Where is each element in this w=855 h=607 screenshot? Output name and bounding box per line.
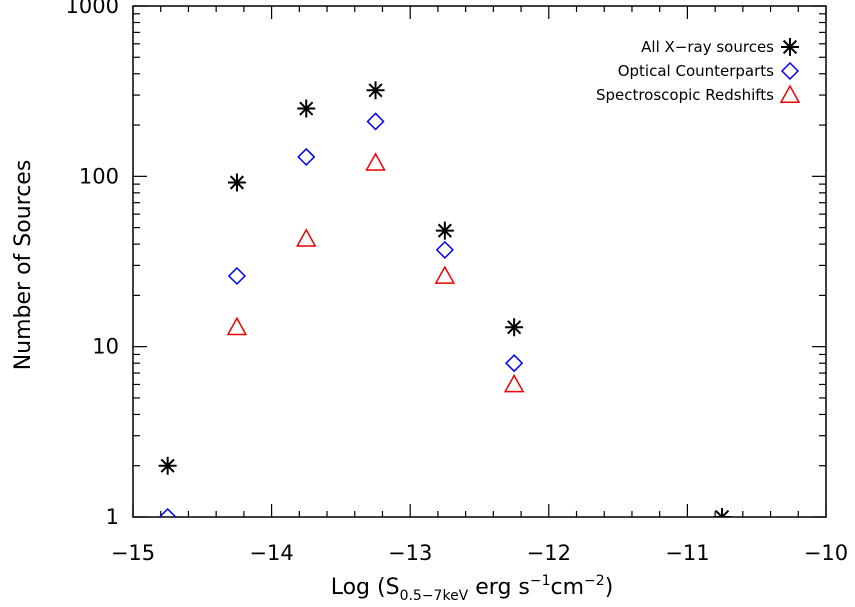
legend: All X−ray sources Optical Counterparts Spe… bbox=[596, 38, 801, 104]
diamond-shape bbox=[297, 147, 316, 166]
asterisk-stroke bbox=[714, 509, 724, 517]
spectroscopic-redshift-point bbox=[365, 152, 386, 171]
x-tick-label: −12 bbox=[527, 541, 571, 565]
diamond-shape bbox=[366, 112, 385, 131]
triangle-shape bbox=[503, 373, 525, 393]
optical-counterpart-point bbox=[505, 354, 524, 373]
optical-counterpart-point bbox=[297, 147, 316, 166]
asterisk-stroke bbox=[437, 223, 452, 238]
diamond-shape bbox=[435, 240, 454, 259]
y-tick-label: 100 bbox=[79, 164, 119, 188]
asterisk-stroke bbox=[160, 458, 175, 473]
legend-marker-asterisk bbox=[781, 38, 799, 56]
spectroscopic-redshift-point bbox=[295, 228, 317, 247]
x-tick-label: −10 bbox=[804, 541, 848, 565]
legend-marker-triangle bbox=[779, 84, 801, 103]
asterisk-stroke bbox=[368, 83, 383, 98]
diamond-shape bbox=[505, 354, 524, 373]
spectroscopic-redshift-point bbox=[226, 316, 248, 336]
all-xray-point bbox=[713, 508, 732, 517]
triangle-shape bbox=[365, 152, 386, 171]
spectroscopic-redshift-point bbox=[503, 373, 525, 393]
asterisk-stroke bbox=[507, 320, 522, 335]
x-tick-label: −13 bbox=[388, 541, 432, 565]
optical-counterpart-point bbox=[227, 266, 247, 286]
all-xray-point bbox=[158, 456, 177, 475]
plot-frame bbox=[132, 5, 827, 518]
all-xray-point bbox=[435, 221, 454, 240]
y-tick-label: 10 bbox=[92, 335, 119, 359]
optical-counterpart-point bbox=[366, 112, 385, 131]
diamond-shape bbox=[158, 507, 177, 517]
x-tick-label: −14 bbox=[249, 541, 293, 565]
legend-label: Optical Counterparts bbox=[618, 62, 774, 80]
spectroscopic-redshift-point bbox=[434, 265, 456, 284]
asterisk-stroke bbox=[720, 509, 730, 517]
legend-marker-diamond bbox=[780, 61, 800, 81]
diamond-shape bbox=[227, 266, 247, 286]
optical-counterpart-point bbox=[158, 507, 177, 517]
all-xray-point bbox=[297, 99, 316, 118]
diamond-shape bbox=[780, 61, 800, 81]
all-xray-point bbox=[366, 81, 385, 100]
triangle-shape bbox=[295, 228, 317, 247]
x-tick-label: −15 bbox=[111, 541, 155, 565]
legend-label: All X−ray sources bbox=[641, 38, 774, 56]
asterisk-stroke bbox=[229, 175, 245, 190]
triangle-shape bbox=[434, 265, 456, 284]
triangle-shape bbox=[226, 316, 248, 336]
data-marks bbox=[158, 81, 732, 517]
y-axis-title: Number of Sources bbox=[11, 160, 36, 371]
y-tick-label: 1000 bbox=[66, 0, 119, 18]
legend-label: Spectroscopic Redshifts bbox=[596, 86, 774, 104]
asterisk-stroke bbox=[299, 101, 314, 116]
triangle-shape bbox=[779, 84, 801, 103]
all-xray-point bbox=[227, 173, 246, 192]
y-tick-label: 1 bbox=[106, 505, 119, 529]
axes: −15 −14 −13 −12 −11 −10 1 10 100 1000 bbox=[66, 0, 849, 565]
x-tick-label: −11 bbox=[665, 541, 709, 565]
asterisk-stroke bbox=[782, 39, 798, 55]
x-axis-title: Log (S0.5−7keV erg s−1cm−2) bbox=[331, 573, 614, 604]
all-xray-point bbox=[505, 318, 524, 337]
optical-counterpart-point bbox=[435, 240, 454, 259]
